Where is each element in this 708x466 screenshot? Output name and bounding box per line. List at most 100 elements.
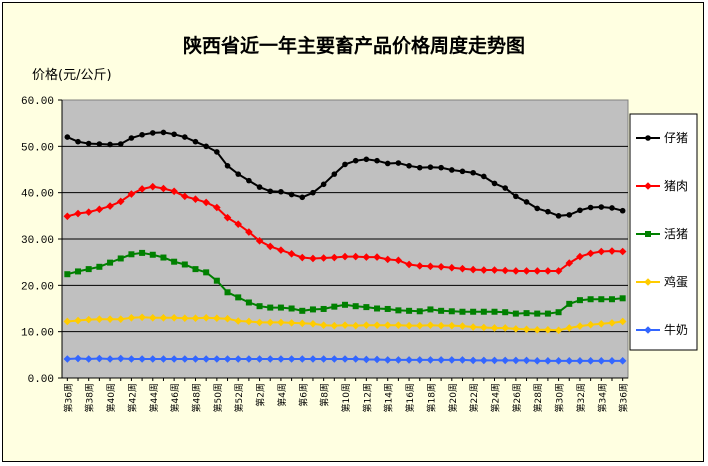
data-point: [597, 319, 606, 328]
data-point: [181, 314, 189, 323]
data-point: [309, 319, 317, 328]
data-point: [383, 356, 392, 364]
y-tick-label: 50.00: [21, 142, 54, 154]
data-point: [213, 355, 221, 363]
data-point: [512, 267, 520, 275]
legend-label: 仔猪: [664, 131, 688, 145]
data-point: [533, 267, 542, 275]
data-point: [618, 247, 627, 256]
legend: [629, 113, 698, 351]
data-point: [426, 356, 435, 364]
data-point: [415, 356, 424, 364]
x-tick-label: 第36周: [62, 383, 74, 412]
series-layer: [63, 129, 627, 365]
x-tick-label: 第2周: [255, 383, 267, 407]
data-point: [138, 355, 146, 363]
data-point: [373, 253, 381, 261]
data-point: [618, 357, 627, 365]
data-point: [555, 309, 562, 316]
data-point: [522, 356, 531, 365]
data-point: [513, 193, 519, 200]
x-tick-label: 第28周: [532, 383, 544, 412]
data-point: [587, 296, 594, 303]
x-tick-label: 第36周: [618, 383, 630, 412]
data-point: [107, 141, 113, 148]
data-point: [266, 242, 275, 251]
x-tick-label: 第8周: [319, 383, 331, 407]
data-point: [181, 192, 189, 201]
data-point: [438, 164, 444, 171]
chart-title: 陕西省近一年主要畜产品价格周度走势图: [183, 34, 525, 57]
data-point: [598, 296, 605, 303]
data-point: [554, 357, 563, 365]
data-point: [170, 313, 178, 322]
data-point: [139, 131, 145, 138]
data-point: [63, 212, 72, 221]
data-point: [362, 253, 371, 261]
data-point: [85, 140, 92, 147]
data-point: [214, 149, 220, 155]
data-point: [182, 134, 188, 140]
data-point: [501, 266, 509, 275]
data-point: [415, 321, 424, 330]
data-point: [116, 315, 125, 323]
data-point: [139, 249, 146, 256]
data-point: [341, 252, 349, 261]
data-point: [405, 356, 413, 364]
x-tick-label: 第16周: [404, 383, 416, 412]
y-tick-label: 20.00: [21, 281, 54, 293]
data-point: [75, 268, 82, 275]
x-tick-label: 第24周: [490, 383, 502, 412]
data-point: [138, 185, 146, 193]
data-point: [437, 356, 445, 364]
data-point: [597, 357, 606, 365]
data-point: [170, 355, 178, 363]
data-point: [213, 277, 220, 284]
data-point: [437, 321, 445, 330]
data-point: [148, 313, 157, 322]
data-point: [384, 305, 391, 312]
data-point: [64, 271, 71, 278]
x-tick-label: 第42周: [126, 383, 138, 412]
data-point: [544, 357, 552, 365]
data-point: [255, 318, 264, 327]
data-point: [576, 322, 584, 330]
data-point: [394, 321, 403, 329]
data-point: [181, 355, 189, 363]
data-point: [523, 310, 530, 317]
data-point: [448, 308, 455, 315]
y-tick-label: 10.00: [21, 328, 54, 340]
data-point: [438, 307, 445, 314]
data-point: [246, 177, 252, 184]
data-point: [458, 356, 467, 364]
data-point: [362, 355, 371, 364]
data-point: [480, 356, 488, 365]
data-point: [298, 253, 307, 262]
x-tick-label: 第50周: [212, 383, 224, 412]
data-point: [191, 195, 200, 203]
data-point: [545, 208, 551, 215]
data-point: [267, 304, 274, 311]
data-point: [491, 308, 498, 315]
data-point: [609, 205, 615, 211]
data-point: [576, 252, 584, 261]
data-point: [256, 303, 263, 310]
data-point: [84, 355, 93, 363]
data-point: [74, 209, 82, 218]
data-point: [416, 308, 423, 315]
data-point: [74, 316, 82, 325]
data-point: [235, 171, 242, 177]
data-point: [544, 310, 551, 317]
data-point: [512, 325, 520, 333]
data-point: [234, 355, 243, 363]
data-point: [171, 131, 177, 138]
x-tick-label: 第18周: [425, 383, 437, 412]
data-point: [458, 264, 467, 273]
data-point: [351, 321, 360, 330]
data-point: [416, 164, 423, 171]
data-point: [202, 313, 210, 322]
x-tick-label: 第30周: [554, 383, 566, 412]
data-point: [299, 307, 306, 314]
x-tick-label: 第46周: [169, 383, 181, 412]
